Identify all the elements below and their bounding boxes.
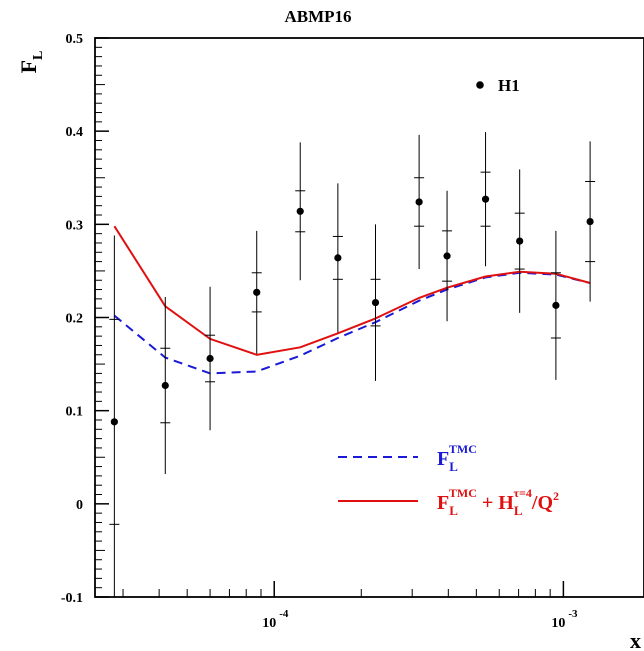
data-point: [514, 169, 525, 313]
y-tick-label: 0: [76, 498, 83, 513]
legend-entry-data: H1: [476, 76, 520, 95]
data-marker: [334, 254, 342, 262]
y-tick-label: 0.5: [66, 32, 84, 47]
data-point: [109, 235, 120, 597]
legend-entry-tmc: FL TMC: [338, 442, 477, 474]
x-tick-label-exp: -4: [279, 608, 289, 620]
legend-sub: L: [449, 503, 458, 518]
data-point: [205, 286, 216, 431]
legend-sup: TMC: [449, 442, 477, 456]
data-marker: [415, 198, 423, 206]
legend-entry-tmc-ht: FLTMC + HLτ=4/Q2: [338, 486, 559, 518]
legend-data-label: H1: [498, 76, 520, 95]
y-tick-label: 0.4: [66, 125, 84, 140]
series-lines: [113, 225, 591, 375]
data-point: [251, 230, 262, 354]
x-tick-label-base: 10: [551, 616, 565, 631]
y-axis-label-main: F: [16, 60, 41, 73]
axes: -0.100.10.20.30.40.510-410-3: [61, 32, 578, 631]
data-marker: [516, 237, 524, 245]
data-point: [550, 230, 561, 380]
x-tick-label-base: 10: [262, 616, 276, 631]
y-tick-label: 0.1: [66, 405, 84, 420]
y-axis-label-sub: L: [31, 51, 46, 60]
y-tick-label: 0.2: [66, 312, 84, 327]
y-axis-label: FL: [16, 51, 46, 74]
data-point: [295, 142, 306, 281]
legend-tail: /Q: [531, 492, 553, 514]
data-marker: [110, 418, 118, 426]
data-marker: [552, 301, 560, 309]
legend-label-tmc-ht: FLTMC + HLτ=4/Q2: [437, 486, 559, 518]
data-marker: [296, 207, 304, 215]
x-tick-label-exp: -3: [568, 608, 578, 620]
chart-title: ABMP16: [284, 7, 351, 26]
data-point: [160, 297, 171, 475]
legend-main: F: [437, 492, 449, 514]
data-point: [480, 132, 491, 267]
legend-plus-h: + H: [477, 492, 514, 514]
plot-frame: [94, 37, 644, 598]
legend-sup: TMC: [449, 486, 477, 500]
data-marker: [371, 298, 380, 307]
x-axis-label: x: [630, 628, 641, 651]
x-tick-label: 10-3: [551, 608, 578, 631]
data-point: [442, 190, 453, 322]
data-points: [109, 132, 596, 597]
data-marker: [481, 195, 490, 203]
data-point: [414, 134, 425, 270]
legend-sub: L: [449, 459, 458, 474]
y-tick-label: 0.3: [66, 218, 84, 233]
legend-sup3: 2: [553, 489, 559, 503]
data-point: [585, 141, 596, 302]
legend-main: F: [437, 448, 449, 470]
legend-label-tmc: FL TMC: [437, 442, 477, 474]
legend-sup2: τ=4: [514, 486, 532, 500]
data-point: [332, 183, 343, 333]
legend-sub2: L: [514, 503, 523, 518]
data-marker: [253, 288, 261, 296]
y-tick-label: -0.1: [61, 591, 83, 606]
data-marker: [586, 217, 594, 226]
legend-data-marker: [476, 81, 484, 89]
data-marker: [443, 252, 451, 260]
x-tick-label: 10-4: [262, 608, 289, 631]
data-marker: [206, 354, 214, 363]
data-point: [370, 224, 381, 381]
series-line-tmc: [113, 271, 591, 375]
series-line-tmc_ht: [113, 225, 591, 356]
data-marker: [161, 381, 169, 390]
